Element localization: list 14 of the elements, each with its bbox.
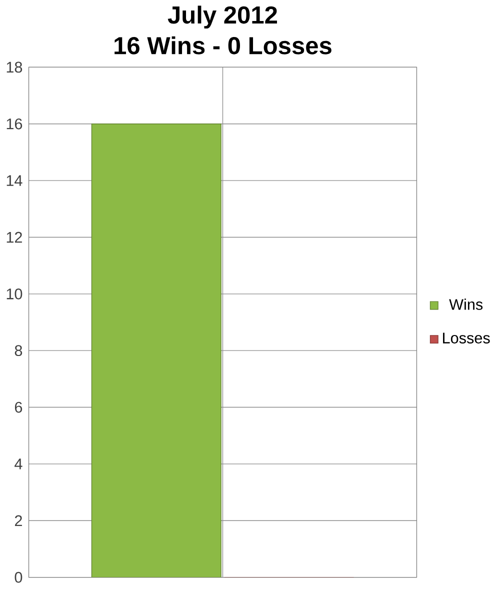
chart-title: July 2012 [168,6,278,29]
y-tick-label: 12 [6,232,22,243]
y-tick-label: 8 [14,345,22,356]
y-tick-label: 0 [14,572,22,583]
y-tick-label: 6 [15,402,22,413]
chart-subtitle: 16 Wins - 0 Losses [114,36,332,54]
y-tick-label: 16 [6,118,22,130]
y-tick-label: 4 [14,458,22,470]
y-tick-label: 14 [6,175,22,186]
legend-label: Losses [443,332,490,344]
legend-label: Wins [449,298,483,310]
y-tick-label: 2 [15,515,22,526]
y-tick-label: 18 [6,62,22,73]
y-tick-label: 10 [6,288,22,300]
